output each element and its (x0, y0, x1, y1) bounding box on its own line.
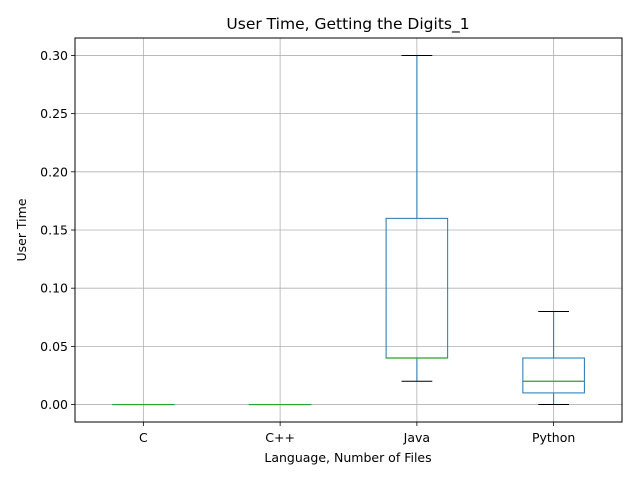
y-tick-label: 0.00 (40, 397, 68, 412)
x-axis-title: Language, Number of Files (264, 450, 431, 465)
x-tick-label: C++ (265, 430, 295, 445)
box-layer (112, 54, 585, 406)
y-tick-label: 0.10 (40, 281, 68, 296)
iqr-box (522, 357, 585, 394)
y-tick-label: 0.05 (40, 339, 68, 354)
chart-title: User Time, Getting the Digits_1 (226, 15, 469, 34)
y-tick-label: 0.15 (40, 223, 68, 238)
x-tick-label: C (139, 430, 148, 445)
y-axis-title: User Time (14, 198, 29, 261)
x-tick-label: Java (403, 430, 430, 445)
box-java (385, 54, 449, 382)
y-tick-label: 0.30 (40, 48, 68, 63)
box-python (522, 310, 585, 406)
x-tick-label: Python (532, 430, 575, 445)
y-tick-label: 0.25 (40, 106, 68, 121)
tick-layer: 0.00 0.05 0.10 0.15 0.20 0.25 0.30 C C++ Java Pyth… (40, 48, 575, 445)
y-tick-label: 0.20 (40, 164, 68, 179)
